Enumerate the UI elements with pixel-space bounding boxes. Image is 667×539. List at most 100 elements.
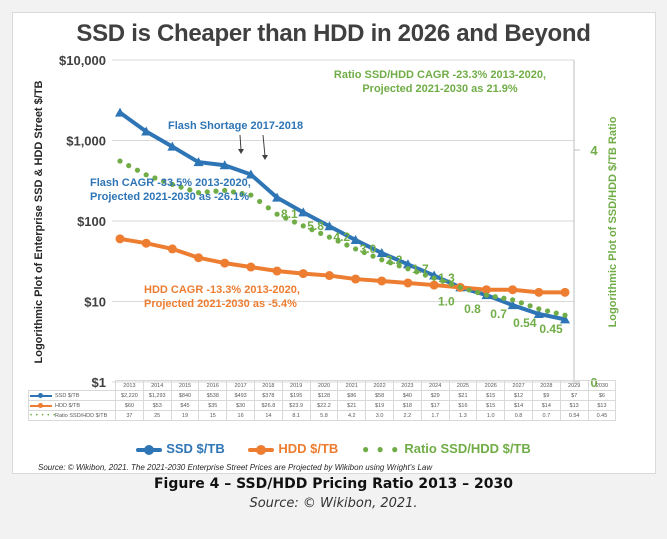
data-point-marker	[429, 280, 439, 290]
series-ratio-ssd-hdd-tb: 8.1 5.8 4.2 3.0 2.2 1.7 1.3 1.0 0.8 0.7 0.54 0.45	[117, 158, 568, 336]
data-point-marker	[324, 271, 334, 281]
table-cell: 1.7	[420, 410, 450, 421]
ratio-dot	[126, 163, 132, 169]
legend-ssd-line-icon	[136, 444, 163, 455]
ratio-dot	[352, 246, 359, 252]
ratio-dot	[239, 190, 245, 197]
table-series-name-cell: • • • • • Ratio SSD/HDD $/TB	[28, 410, 116, 421]
y-tick-label: $100	[77, 214, 106, 229]
table-series-label: SSD $/TB	[55, 392, 80, 399]
ratio-dot	[152, 175, 158, 181]
table-cell: $35	[198, 400, 228, 411]
table-cell: 1.0	[476, 410, 506, 421]
data-point-marker	[115, 107, 125, 117]
ratio-dot	[396, 263, 402, 269]
table-year-header: 2025	[448, 380, 478, 391]
source-note: Source: © Wikibon, 2021. The 2021-2030 E…	[38, 463, 433, 472]
series-swatch-icon	[30, 392, 52, 398]
ratio-dot	[283, 215, 289, 221]
table-cell: $58	[365, 390, 394, 401]
ratio-dot	[361, 249, 367, 256]
table-year-header: 2026	[476, 380, 506, 391]
table-cell: 19	[170, 410, 200, 421]
ratio-dot	[143, 172, 149, 178]
ratio-dot	[475, 289, 481, 296]
ratio-dot	[274, 211, 280, 217]
data-point-marker	[194, 253, 204, 263]
ratio-dot	[326, 234, 333, 240]
table-cell: $15	[476, 390, 506, 401]
table-cell: $16	[448, 400, 478, 411]
data-point-marker	[403, 278, 413, 288]
ratio-dot	[448, 281, 455, 287]
data-point-marker	[481, 285, 491, 295]
annotations: Flash Shortage 2017-2018 Flash CAGR -33.…	[90, 69, 546, 310]
table-series-label: Ratio SSD/HDD $/TB	[55, 412, 108, 419]
ratio-dot	[544, 308, 551, 314]
table-cell: $60	[115, 400, 144, 411]
table-header-row: 2013 2014 2015 2016 2017 2018 2019 2020 2021 2022…	[29, 380, 617, 391]
table-cell: 15	[198, 410, 228, 421]
ratio-dot	[466, 287, 472, 293]
table-cell: 8.1	[281, 410, 311, 421]
data-table: 2013 2014 2015 2016 2017 2018 2019 2020 2021 2022…	[28, 380, 617, 421]
legend: SSD $/TB HDD $/TB ● ● ● Ratio SSD/HDD $/T…	[0, 440, 667, 456]
table-year-header: 2019	[281, 380, 311, 391]
data-point-marker	[560, 314, 570, 324]
legend-hdd-line-icon	[248, 444, 275, 455]
ratio-data-label: 5.8	[307, 219, 324, 233]
ratio-dot	[553, 310, 559, 316]
table-cell: $9	[531, 390, 561, 401]
table-cell: 16	[226, 410, 255, 421]
table-cell: $128	[309, 390, 339, 401]
figure-source: Source: © Wikibon, 2021.	[249, 496, 418, 511]
legend-ratio-label: Ratio SSD/HDD $/TB	[404, 441, 531, 457]
table-cell: $21	[337, 400, 367, 411]
ratio-data-label: 0.7	[490, 307, 507, 321]
ratio-data-label: 4.2	[333, 230, 350, 244]
table-cell: 5.8	[309, 410, 339, 421]
table-cell: 4.2	[337, 410, 367, 421]
table-cell: 1.3	[448, 410, 478, 421]
gridlines	[112, 59, 574, 383]
table-cell: $26.8	[253, 400, 283, 411]
table-cell: $2,220	[115, 390, 144, 401]
series-line	[118, 110, 566, 322]
ratio-dot	[187, 187, 193, 193]
table-year-header: 2030	[587, 380, 617, 391]
ratio-dot	[257, 198, 263, 205]
data-point-marker	[377, 276, 387, 286]
table-corner-cell	[29, 381, 116, 391]
table-cell: 0.8	[504, 410, 533, 421]
data-point-marker	[115, 234, 125, 244]
ratio-dot	[178, 184, 184, 190]
ratio-data-label: 0.54	[513, 316, 537, 330]
ratio-dot	[265, 205, 271, 211]
data-point-marker	[534, 287, 544, 297]
ratio-dot	[230, 189, 237, 195]
table-year-header: 2015	[170, 380, 200, 391]
table-year-header: 2020	[309, 380, 339, 391]
table-cell: 0.7	[531, 410, 561, 421]
data-point-marker	[141, 126, 152, 136]
table-cell: $13	[559, 400, 589, 411]
table-series-label: HDD $/TB	[55, 402, 81, 409]
ratio-dot	[222, 187, 228, 193]
data-point-marker	[167, 244, 177, 254]
ratio-dot	[422, 272, 428, 278]
ratio-data-label: 2.2	[386, 253, 403, 267]
ratio-dot	[518, 300, 524, 306]
table-year-header: 2024	[420, 380, 450, 391]
data-point-marker	[272, 192, 283, 202]
data-point-marker	[507, 300, 518, 310]
legend-hdd-label: HDD $/TB	[278, 441, 339, 457]
table-cell: 0.45	[587, 410, 617, 421]
table-year-header: 2023	[392, 380, 422, 391]
data-point-marker	[219, 160, 230, 170]
table-cell: $14	[504, 400, 533, 411]
ratio-dot	[248, 192, 254, 198]
data-point-marker	[272, 266, 282, 276]
table-row: • • • • • Ratio SSD/HDD $/TB 37 25 19 15 16 14 8…	[28, 410, 617, 421]
table-cell: $840	[170, 390, 200, 401]
